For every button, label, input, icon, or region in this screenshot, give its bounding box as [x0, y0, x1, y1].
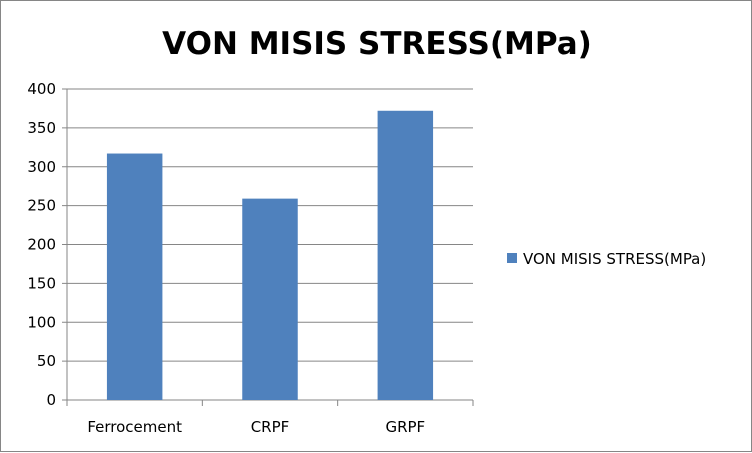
- bar-crpf: [242, 198, 298, 400]
- bar-ferrocement: [106, 153, 163, 400]
- y-tick-label: 0: [46, 391, 56, 409]
- y-tick-label: 350: [27, 119, 56, 137]
- y-tick-label: 300: [27, 158, 56, 176]
- x-tick-label: GRPF: [385, 418, 425, 436]
- y-tick-label: 150: [27, 274, 56, 292]
- x-tick-label: CRPF: [251, 418, 290, 436]
- legend-label: VON MISIS STRESS(MPa): [523, 250, 706, 268]
- legend-swatch: [507, 253, 517, 263]
- y-tick-label: 100: [27, 313, 56, 331]
- y-tick-label: 50: [37, 352, 56, 370]
- bar-grpf: [377, 110, 434, 401]
- tick-labels: 0 50 100 150 200 250 300 350 400 Ferrocement CRPF G…: [27, 80, 425, 436]
- x-tick-label: Ferrocement: [87, 418, 182, 436]
- legend: VON MISIS STRESS(MPa): [507, 250, 706, 268]
- y-tick-label: 400: [27, 80, 56, 98]
- y-tick-label: 250: [27, 197, 56, 215]
- y-tick-label: 200: [27, 236, 56, 254]
- bars: [106, 110, 434, 401]
- chart-title: VON MISIS STRESS(MPa): [162, 26, 592, 62]
